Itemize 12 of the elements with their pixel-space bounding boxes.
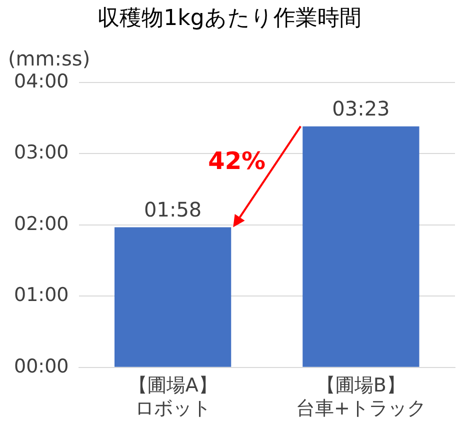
x-tick-label: 【圃場B】台車+トラック — [296, 374, 426, 420]
y-tick-label: 02:00 — [14, 212, 69, 235]
y-axis-title: (mm:ss) — [8, 46, 90, 71]
x-tick-label: 【圃場A】ロボット — [128, 374, 218, 420]
y-tick-label: 01:00 — [14, 284, 69, 306]
chart-title: 収穫物1kgあたり作業時間 — [98, 6, 362, 31]
y-tick-label: 03:00 — [14, 142, 69, 164]
y-tick-label: 04:00 — [14, 70, 69, 92]
data-label: 03:23 — [332, 96, 390, 121]
y-tick-label: 00:00 — [14, 355, 69, 378]
annotation: 42% — [208, 147, 266, 176]
data-label: 01:58 — [144, 197, 202, 222]
